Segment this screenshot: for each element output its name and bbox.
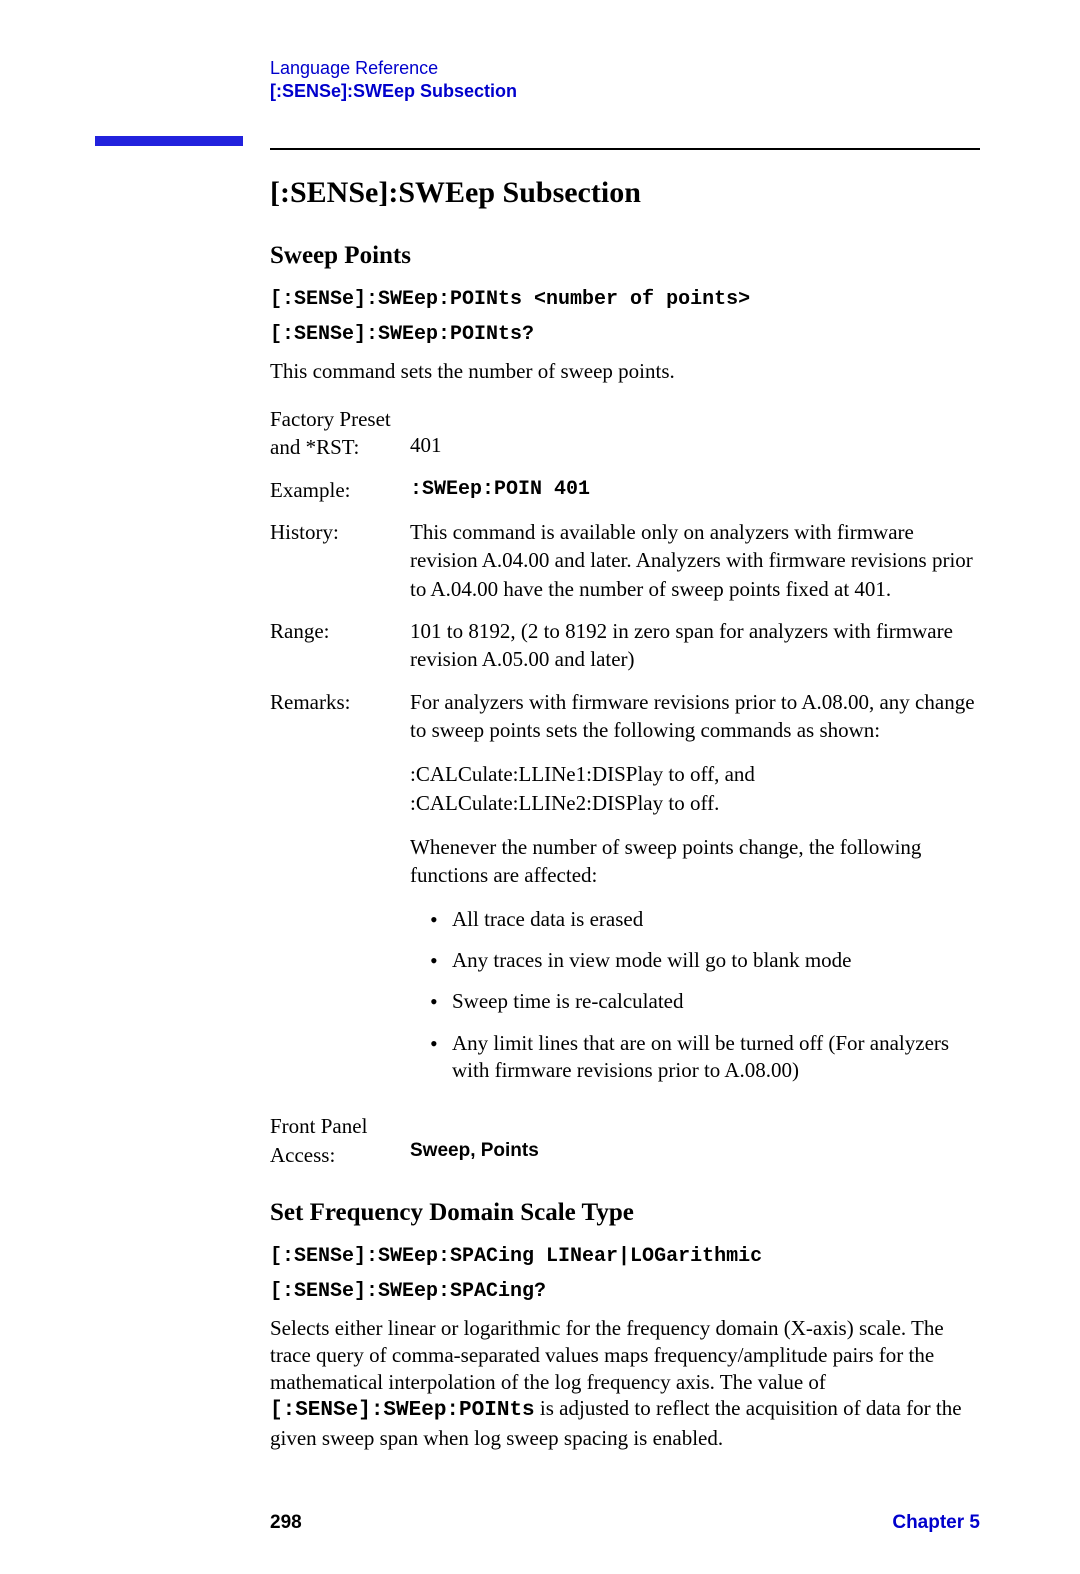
document-page: Language Reference [:SENSe]:SWEep Subsec… — [0, 0, 1080, 1574]
page-header: Language Reference [:SENSe]:SWEep Subsec… — [270, 58, 980, 102]
scale-type-heading: Set Frequency Domain Scale Type — [270, 1199, 980, 1227]
factory-preset-label-line1: Factory Preset — [270, 407, 391, 431]
range-label: Range: — [270, 617, 410, 645]
row-range: Range: 101 to 8192, (2 to 8192 in zero s… — [270, 617, 980, 674]
bullet-item: Sweep time is re-calculated — [434, 988, 980, 1015]
sweep-points-cmd-query: [:SENSe]:SWEep:POINts? — [270, 323, 980, 346]
history-value: This command is available only on analyz… — [410, 518, 980, 603]
scale-type-cmd-set: [:SENSe]:SWEep:SPACing LINear|LOGarithmi… — [270, 1245, 980, 1268]
front-panel-value: Sweep, Points — [410, 1112, 980, 1164]
row-factory-preset: Factory Preset and *RST: 401 — [270, 405, 980, 462]
example-label: Example: — [270, 476, 410, 504]
page-number: 298 — [270, 1512, 302, 1534]
bullet-item: Any traces in view mode will go to blank… — [434, 947, 980, 974]
row-example: Example: :SWEep:POIN 401 — [270, 476, 980, 504]
row-front-panel: Front Panel Access: Sweep, Points — [270, 1112, 980, 1169]
remarks-p1: For analyzers with firmware revisions pr… — [410, 688, 980, 745]
sweep-points-cmd-set: [:SENSe]:SWEep:POINts <number of points> — [270, 288, 980, 311]
sweep-points-description: This command sets the number of sweep po… — [270, 358, 980, 385]
factory-preset-label: Factory Preset and *RST: — [270, 405, 410, 462]
remarks-p3: Whenever the number of sweep points chan… — [410, 833, 980, 890]
content-area: [:SENSe]:SWEep Subsection Sweep Points [… — [270, 176, 980, 1452]
row-remarks: Remarks: For analyzers with firmware rev… — [270, 688, 980, 1099]
factory-preset-value: 401 — [410, 405, 980, 459]
scale-type-cmd-query: [:SENSe]:SWEep:SPACing? — [270, 1280, 980, 1303]
front-panel-label-line2: Access: — [270, 1143, 335, 1167]
scale-desc-code: [:SENSe]:SWEep:POINts — [270, 1399, 535, 1422]
example-value: :SWEep:POIN 401 — [410, 476, 980, 503]
horizontal-rule — [270, 148, 980, 150]
section-title: [:SENSe]:SWEep Subsection — [270, 176, 980, 210]
history-label: History: — [270, 518, 410, 546]
blue-accent-bar — [95, 136, 980, 146]
header-breadcrumb: Language Reference — [270, 58, 980, 79]
chapter-label: Chapter 5 — [892, 1512, 980, 1534]
remarks-value: For analyzers with firmware revisions pr… — [410, 688, 980, 1099]
remarks-p2: :CALCulate:LLINe1:DISPlay to off, and :C… — [410, 760, 980, 817]
sweep-points-heading: Sweep Points — [270, 242, 980, 270]
scale-desc-pre: Selects either linear or logarithmic for… — [270, 1316, 944, 1394]
front-panel-label: Front Panel Access: — [270, 1112, 410, 1169]
row-history: History: This command is available only … — [270, 518, 980, 603]
remarks-bullets: All trace data is erased Any traces in v… — [410, 906, 980, 1084]
blue-bar — [95, 136, 243, 146]
factory-preset-label-line2: and *RST: — [270, 435, 359, 459]
bullet-item: Any limit lines that are on will be turn… — [434, 1030, 980, 1085]
front-panel-label-line1: Front Panel — [270, 1114, 367, 1138]
header-section: [:SENSe]:SWEep Subsection — [270, 81, 980, 102]
range-value: 101 to 8192, (2 to 8192 in zero span for… — [410, 617, 980, 674]
bullet-item: All trace data is erased — [434, 906, 980, 933]
page-footer: 298 Chapter 5 — [270, 1512, 980, 1534]
remarks-label: Remarks: — [270, 688, 410, 716]
scale-type-description: Selects either linear or logarithmic for… — [270, 1315, 980, 1452]
